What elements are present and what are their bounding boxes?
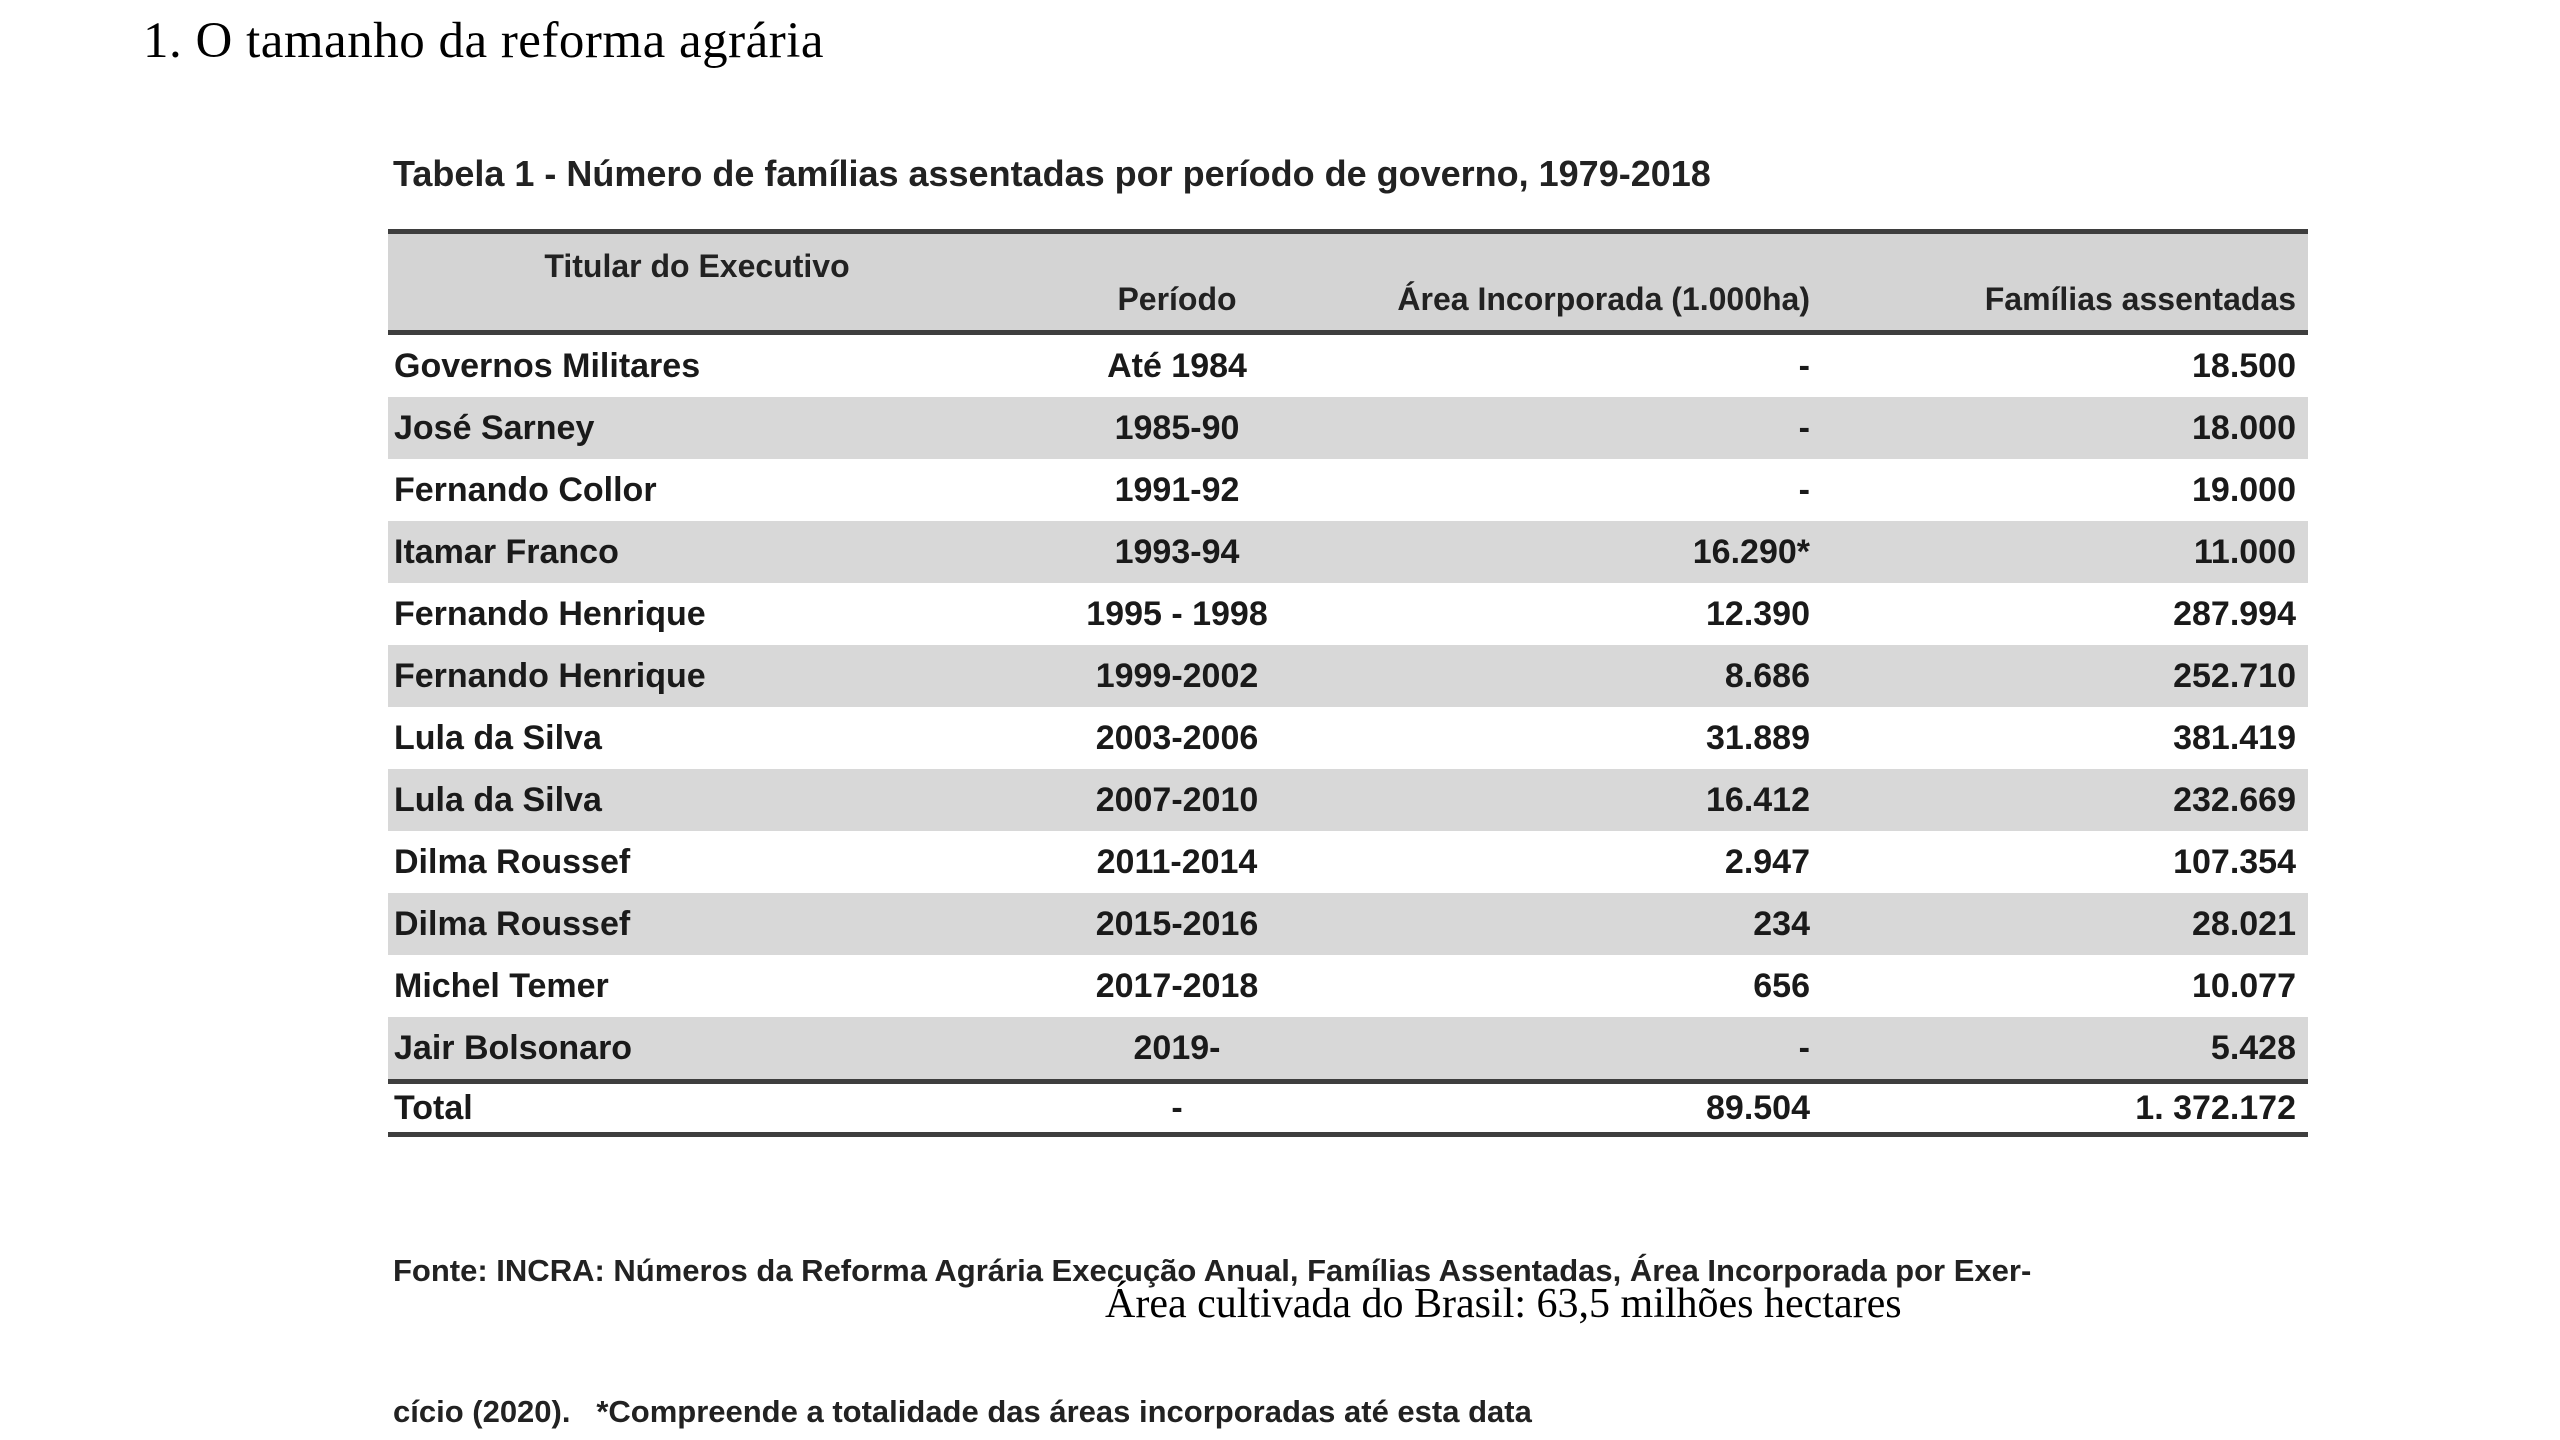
- cell-area: 31.889: [1706, 718, 1810, 757]
- cell-periodo: 1999-2002: [1095, 656, 1259, 695]
- cell-periodo: 1985-90: [1114, 408, 1240, 447]
- cell-titular: Fernando Henrique: [394, 656, 706, 695]
- column-header-titular: Titular do Executivo: [388, 234, 1000, 330]
- cell-familias: 287.994: [2173, 594, 2296, 633]
- cell-titular: José Sarney: [394, 408, 595, 447]
- cell-titular: Fernando Henrique: [394, 594, 706, 633]
- cell-area: -: [1798, 408, 1810, 447]
- table-row: Itamar Franco 1993-94 16.290* 11.000: [388, 521, 2308, 583]
- table-row: Dilma Roussef 2011-2014 2.947 107.354: [388, 831, 2308, 893]
- column-header-titular-label: Titular do Executivo: [544, 248, 850, 284]
- cell-titular: Michel Temer: [394, 966, 609, 1005]
- cell-periodo: 2015-2016: [1095, 904, 1259, 943]
- cell-area: 2.947: [1724, 842, 1810, 881]
- cell-periodo: 1993-94: [1114, 532, 1240, 571]
- cell-area: 16.412: [1706, 780, 1810, 819]
- cell-area: -: [1798, 470, 1810, 509]
- cell-familias: 11.000: [2193, 532, 2296, 571]
- cell-periodo: 1991-92: [1114, 470, 1240, 509]
- cell-familias: 381.419: [2173, 718, 2296, 757]
- cell-familias: 18.000: [2192, 408, 2296, 447]
- cell-area: -: [1798, 1028, 1810, 1067]
- table-source-note: Fonte: INCRA: Números da Reforma Agrária…: [388, 1153, 2308, 1440]
- table-body: Governos Militares Até 1984 - 18.500 Jos…: [388, 335, 2308, 1079]
- column-header-area: Área Incorporada (1.000ha): [1354, 234, 1810, 330]
- table-total-row: Total - 89.504 1. 372.172: [388, 1079, 2308, 1137]
- table-row: Jair Bolsonaro 2019- - 5.428: [388, 1017, 2308, 1079]
- table-row: Fernando Henrique 1999-2002 8.686 252.71…: [388, 645, 2308, 707]
- cell-periodo: 2007-2010: [1095, 780, 1259, 819]
- cell-area: -: [1798, 346, 1810, 385]
- total-area-cell: 89.504: [1706, 1088, 1810, 1127]
- cell-familias: 5.428: [2210, 1028, 2296, 1067]
- cell-area: 8.686: [1724, 656, 1810, 695]
- cell-area: 12.390: [1706, 594, 1810, 633]
- table-header-row: Titular do Executivo Período Área Incorp…: [388, 229, 2308, 335]
- cell-area: 656: [1753, 966, 1810, 1005]
- cell-periodo: 2019-: [1133, 1028, 1221, 1067]
- cell-titular: Jair Bolsonaro: [394, 1028, 633, 1067]
- cell-titular: Lula da Silva: [394, 718, 602, 757]
- table-row: Fernando Henrique 1995 - 1998 12.390 287…: [388, 583, 2308, 645]
- total-label: Total: [394, 1088, 473, 1127]
- total-familias-cell: 1. 372.172: [2135, 1088, 2296, 1127]
- cell-periodo: 2011-2014: [1096, 842, 1258, 881]
- table-row: Michel Temer 2017-2018 656 10.077: [388, 955, 2308, 1017]
- cell-titular: Itamar Franco: [394, 532, 619, 571]
- cell-titular: Fernando Collor: [394, 470, 657, 509]
- cell-area: 234: [1753, 904, 1810, 943]
- cell-familias: 252.710: [2173, 656, 2296, 695]
- cell-titular: Lula da Silva: [394, 780, 602, 819]
- table-row: Dilma Roussef 2015-2016 234 28.021: [388, 893, 2308, 955]
- cell-familias: 107.354: [2173, 842, 2296, 881]
- column-header-area-label: Área Incorporada (1.000ha): [1397, 281, 1810, 317]
- column-header-familias-label: Famílias assentadas: [1984, 281, 2296, 317]
- table-block: Tabela 1 - Número de famílias assentadas…: [388, 152, 2308, 1440]
- source-line-1: Fonte: INCRA: Números da Reforma Agrária…: [393, 1253, 2032, 1288]
- cell-periodo: Até 1984: [1107, 346, 1247, 385]
- cell-area: 16.290*: [1692, 532, 1810, 571]
- cell-familias: 232.669: [2173, 780, 2296, 819]
- cell-periodo: 1995 - 1998: [1086, 594, 1268, 633]
- cell-titular: Dilma Roussef: [394, 842, 631, 881]
- cell-titular: Governos Militares: [394, 346, 701, 385]
- table-row: Lula da Silva 2007-2010 16.412 232.669: [388, 769, 2308, 831]
- column-header-familias: Famílias assentadas: [1810, 234, 2308, 330]
- source-line-2: cício (2020). *Compreende a totalidade d…: [393, 1394, 1532, 1429]
- cell-familias: 28.021: [2192, 904, 2296, 943]
- cell-familias: 19.000: [2192, 470, 2296, 509]
- cultivated-area-note: Área cultivada do Brasil: 63,5 milhões h…: [1105, 1281, 1902, 1327]
- cell-titular: Dilma Roussef: [394, 904, 631, 943]
- table-row: Governos Militares Até 1984 - 18.500: [388, 335, 2308, 397]
- table-caption: Tabela 1 - Número de famílias assentadas…: [393, 153, 1711, 194]
- cell-periodo: 2003-2006: [1095, 718, 1259, 757]
- column-header-periodo: Período: [1000, 234, 1354, 330]
- cell-periodo: 2017-2018: [1095, 966, 1259, 1005]
- page-title: 1. O tamanho da reforma agrária: [143, 13, 825, 69]
- cell-familias: 18.500: [2192, 346, 2296, 385]
- column-header-periodo-label: Período: [1117, 281, 1237, 317]
- total-periodo-cell: -: [1171, 1088, 1183, 1127]
- table-row: Fernando Collor 1991-92 - 19.000: [388, 459, 2308, 521]
- table-row: Lula da Silva 2003-2006 31.889 381.419: [388, 707, 2308, 769]
- cell-familias: 10.077: [2192, 966, 2296, 1005]
- table-row: José Sarney 1985-90 - 18.000: [388, 397, 2308, 459]
